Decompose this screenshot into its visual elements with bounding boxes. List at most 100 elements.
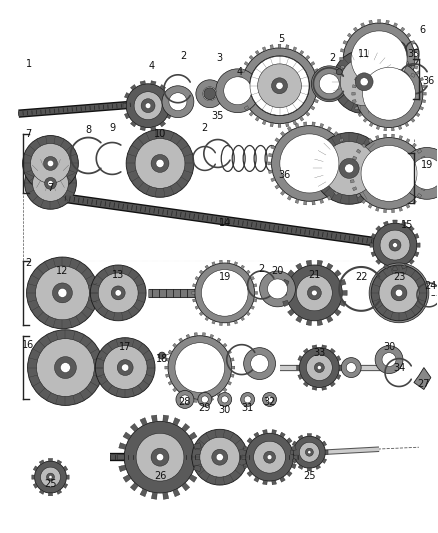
Circle shape [36,338,94,397]
Circle shape [240,392,254,406]
Polygon shape [307,468,311,471]
Polygon shape [293,47,297,51]
Polygon shape [182,424,190,432]
Polygon shape [57,490,62,495]
Polygon shape [295,199,299,204]
Text: 28: 28 [179,398,191,407]
Polygon shape [193,284,196,287]
Polygon shape [194,399,198,402]
Polygon shape [48,493,53,496]
Polygon shape [295,124,299,128]
Polygon shape [411,41,415,45]
Polygon shape [320,199,324,204]
Polygon shape [346,154,350,157]
Polygon shape [280,191,285,196]
Polygon shape [412,143,417,148]
Polygon shape [322,441,327,446]
Polygon shape [317,260,323,266]
Circle shape [47,160,53,167]
Polygon shape [304,382,308,387]
Circle shape [319,74,339,94]
Polygon shape [343,73,347,77]
Circle shape [31,143,71,183]
Polygon shape [391,56,394,60]
Polygon shape [282,290,286,295]
Polygon shape [352,100,356,103]
Polygon shape [263,430,267,434]
Polygon shape [334,270,341,277]
Polygon shape [251,277,254,280]
Polygon shape [280,132,285,136]
Polygon shape [287,127,292,132]
Circle shape [379,273,419,313]
Polygon shape [287,196,292,200]
Text: 12: 12 [56,266,69,276]
Polygon shape [350,172,353,175]
Polygon shape [346,170,350,174]
Circle shape [201,270,248,316]
Text: 24: 24 [425,281,437,291]
Text: 11: 11 [358,49,370,59]
Polygon shape [398,58,402,62]
Circle shape [156,159,164,167]
Polygon shape [340,58,343,60]
Polygon shape [378,95,381,98]
Text: 2: 2 [180,51,186,61]
Polygon shape [334,191,338,196]
Polygon shape [33,466,38,471]
Text: 22: 22 [355,272,367,282]
Polygon shape [296,316,302,322]
Polygon shape [339,365,342,370]
Circle shape [126,130,194,197]
Circle shape [250,56,309,115]
Circle shape [355,60,423,127]
Polygon shape [298,374,302,379]
Polygon shape [399,135,403,140]
Polygon shape [217,393,221,397]
Polygon shape [336,356,341,361]
Polygon shape [334,309,341,316]
Polygon shape [350,180,354,183]
Circle shape [49,475,52,479]
Polygon shape [286,45,289,49]
Text: 30: 30 [219,406,231,415]
Polygon shape [210,334,214,338]
Circle shape [272,78,287,94]
Polygon shape [292,441,297,446]
Polygon shape [291,450,293,455]
Polygon shape [340,279,346,286]
Polygon shape [286,438,292,443]
Polygon shape [298,435,303,439]
Polygon shape [376,58,380,62]
Polygon shape [131,424,138,432]
Polygon shape [168,350,172,354]
Polygon shape [286,123,289,127]
Polygon shape [386,20,389,25]
Polygon shape [383,264,389,269]
Circle shape [176,391,194,408]
Circle shape [266,396,273,403]
Circle shape [286,265,342,321]
Circle shape [180,395,189,404]
Circle shape [250,56,309,116]
Circle shape [43,157,57,171]
Polygon shape [356,193,361,198]
Text: 30: 30 [383,342,395,352]
Circle shape [380,230,410,260]
Polygon shape [340,66,344,69]
Polygon shape [405,61,409,65]
Polygon shape [293,120,297,125]
Polygon shape [416,112,420,117]
Circle shape [203,87,217,101]
Polygon shape [217,338,221,342]
Circle shape [313,133,385,204]
Circle shape [339,158,359,179]
Circle shape [375,346,403,374]
Polygon shape [278,44,281,48]
Circle shape [345,164,354,173]
Polygon shape [353,187,357,191]
Circle shape [98,273,138,313]
Circle shape [35,266,89,320]
Polygon shape [320,124,324,128]
Circle shape [300,442,319,462]
